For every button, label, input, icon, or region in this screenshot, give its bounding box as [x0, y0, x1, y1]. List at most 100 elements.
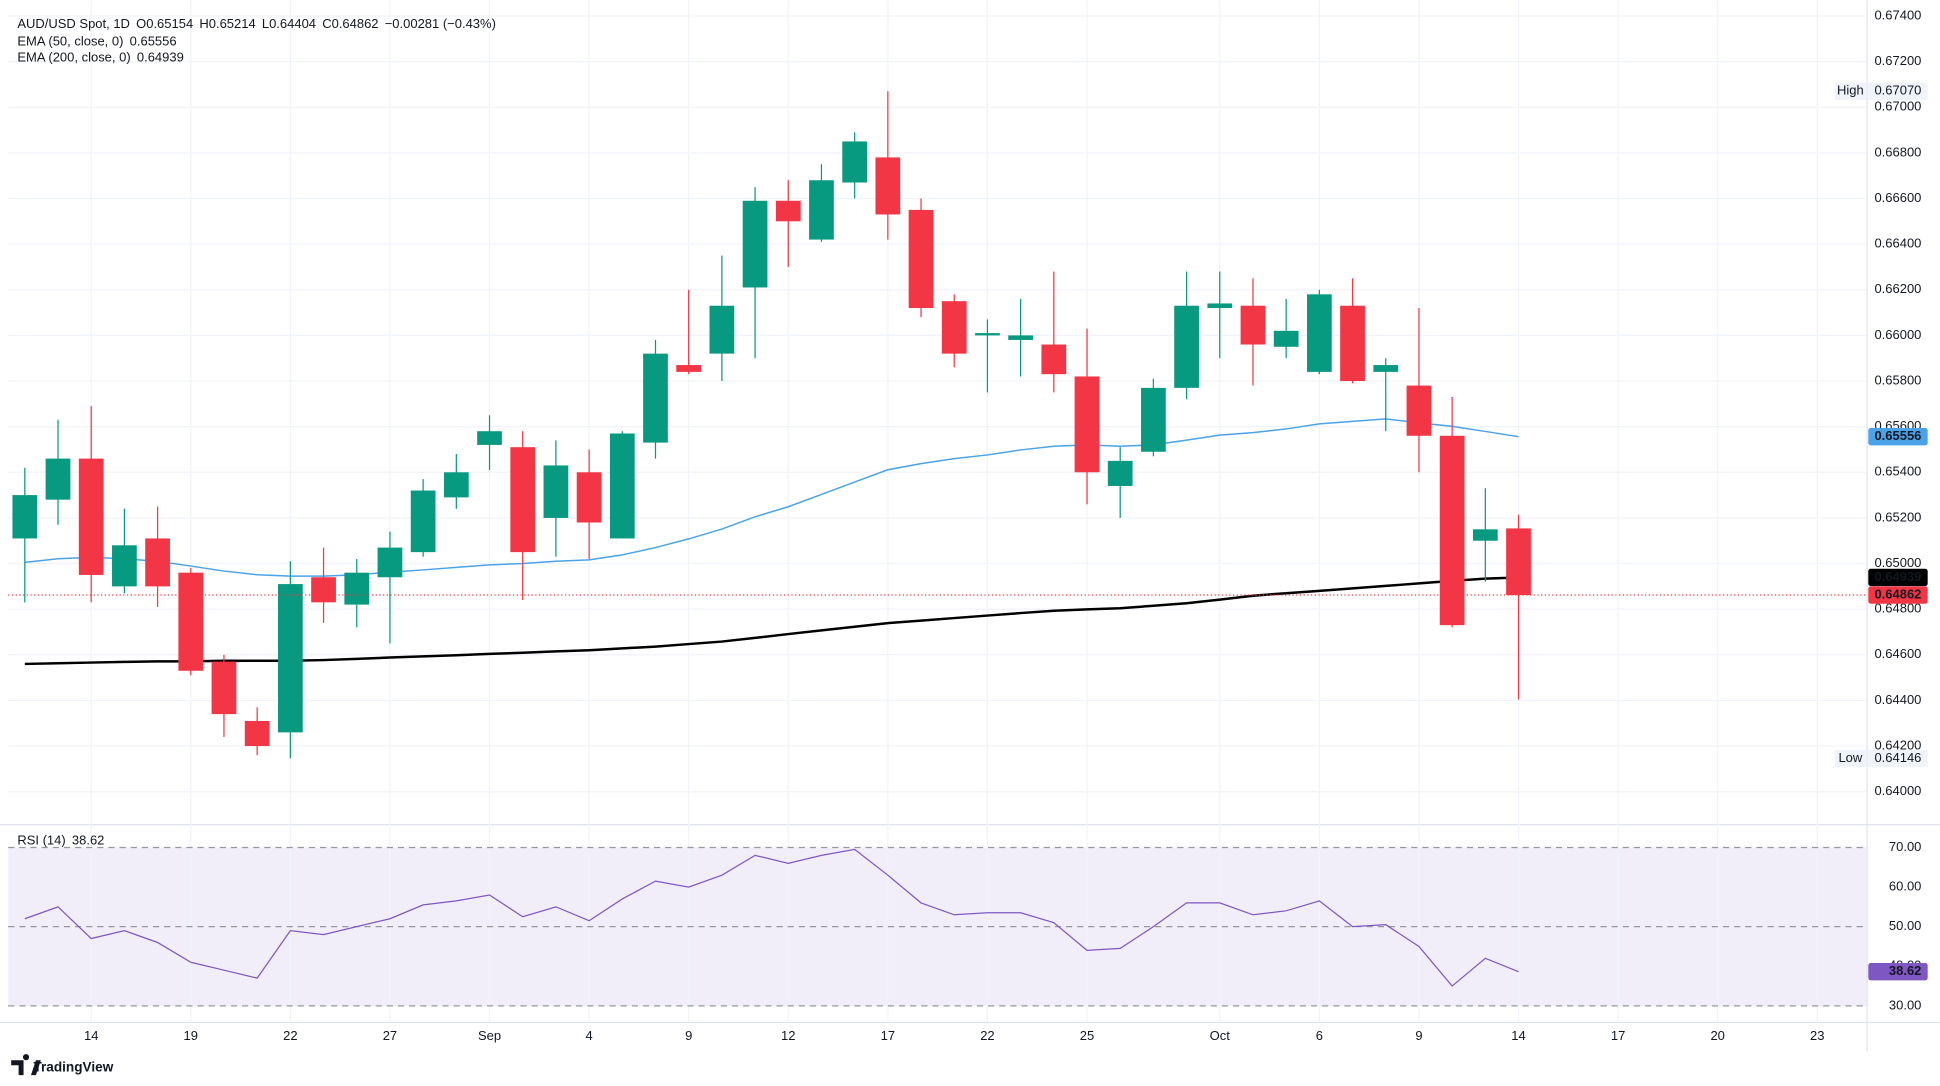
y-tick-label: 0.65400: [1874, 464, 1921, 479]
x-tick-label: Oct: [1210, 1028, 1231, 1043]
candle-body: [1306, 294, 1332, 372]
legend-text: EMA (200, close, 0): [17, 50, 130, 65]
price-badge: [1868, 586, 1928, 604]
candle-body: [443, 472, 469, 498]
candle-body: [975, 333, 1000, 336]
candle-body: [543, 465, 569, 518]
y-tick-label: 0.66800: [1874, 144, 1921, 159]
candle-body: [45, 458, 71, 500]
candle-body: [775, 200, 801, 222]
y-tick-label: 0.64200: [1874, 738, 1921, 753]
candle-body: [1472, 529, 1498, 541]
extreme-value-box: [1868, 749, 1928, 768]
candle-body: [875, 157, 901, 215]
extreme-value: 0.64146: [1874, 750, 1921, 765]
legend-text: H0.65214: [199, 16, 255, 31]
legend-text: 38.62: [72, 833, 104, 848]
price-badge: [1868, 428, 1928, 446]
y-tick-label: 0.65800: [1874, 372, 1921, 387]
extreme-name-box: [1834, 749, 1866, 768]
x-tick-label: Sep: [478, 1028, 501, 1043]
extreme-name-box: [1834, 82, 1866, 100]
ema-line: [24, 576, 1519, 666]
y-tick-label: 0.67400: [1874, 7, 1921, 22]
candle-body: [709, 305, 735, 354]
candle-body: [742, 200, 768, 288]
candle-body: [178, 572, 204, 671]
x-tick-label: 4: [585, 1028, 592, 1043]
y-tick-label: 0.66000: [1874, 327, 1921, 342]
candle-body: [244, 720, 270, 747]
extreme-name: High: [1837, 83, 1864, 98]
candle-body: [410, 490, 436, 553]
legend-text: 0.65556: [130, 34, 177, 49]
y-tick-label: 0.65200: [1874, 509, 1921, 524]
candle-body: [510, 447, 536, 553]
candle-body: [1273, 330, 1299, 347]
candle-body: [908, 209, 934, 309]
x-tick-label: 14: [1511, 1028, 1525, 1043]
candle-body: [576, 472, 602, 523]
extreme-value-box: [1868, 82, 1928, 100]
legend-text: 0.64939: [137, 50, 184, 65]
legend-text: EMA (50, close, 0): [17, 34, 123, 49]
y-tick-label: 0.66200: [1874, 281, 1921, 296]
candle-body: [311, 577, 336, 603]
candle-body: [1340, 305, 1365, 382]
ema-line: [24, 418, 1519, 577]
candle-body: [1439, 435, 1465, 626]
x-tick-label: 17: [881, 1028, 895, 1043]
candle-body: [344, 572, 370, 605]
candle-body: [377, 547, 403, 578]
legend-text: O0.65154: [136, 16, 193, 31]
x-tick-label: 17: [1611, 1028, 1625, 1043]
candle-body: [842, 141, 868, 183]
x-tick-label: 19: [184, 1028, 198, 1043]
brand-text: TradingView: [33, 1059, 113, 1074]
y-tick-label: 0.66600: [1874, 190, 1921, 205]
candle-body: [1107, 460, 1133, 486]
candle-body: [643, 353, 668, 443]
candle-body: [112, 545, 137, 587]
candle-body: [1041, 344, 1067, 375]
x-tick-label: 22: [980, 1028, 994, 1043]
x-tick-label: 27: [383, 1028, 397, 1043]
y-tick-label: 0.67000: [1874, 99, 1921, 114]
candle-body: [12, 495, 38, 539]
x-tick-label: 6: [1316, 1028, 1323, 1043]
candle-body: [1207, 303, 1233, 309]
y-tick-label: 0.64800: [1874, 601, 1921, 616]
candle-body: [211, 661, 237, 715]
price-badge-label: 0.64939: [1874, 569, 1921, 584]
candle-body: [609, 433, 635, 539]
candle-body: [1141, 387, 1166, 452]
y-tick-label: 0.66400: [1874, 236, 1921, 251]
candle-body: [78, 458, 104, 575]
x-tick-label: 9: [685, 1028, 692, 1043]
y-tick-label: 0.64000: [1874, 783, 1921, 798]
legend-text: L0.64404: [262, 16, 316, 31]
price-badge-label: 0.65556: [1874, 428, 1921, 443]
candle-body: [941, 301, 967, 354]
price-badge-label: 38.62: [1889, 963, 1922, 978]
candle-body: [809, 180, 834, 240]
candle-body: [1074, 376, 1100, 473]
candle-body: [1373, 365, 1399, 372]
candle-body: [1174, 305, 1199, 388]
rsi-tick-label: 50.00: [1889, 918, 1922, 933]
price-badge: [1868, 568, 1928, 587]
candle-body: [1240, 305, 1266, 345]
legend-text: AUD/USD Spot, 1D: [17, 16, 130, 31]
x-tick-label: 14: [84, 1028, 98, 1043]
legend-text: −0.00281 (−0.43%): [385, 16, 496, 31]
candle-body: [676, 365, 702, 372]
y-tick-label: 0.64400: [1874, 692, 1921, 707]
x-tick-label: 22: [283, 1028, 297, 1043]
rsi-tick-label: 30.00: [1889, 997, 1922, 1012]
rsi-tick-label: 60.00: [1889, 878, 1922, 893]
price-badge-label: 0.64862: [1874, 586, 1921, 601]
candle-body: [1406, 385, 1432, 436]
x-tick-label: 20: [1710, 1028, 1724, 1043]
y-tick-label: 0.67200: [1874, 53, 1921, 68]
